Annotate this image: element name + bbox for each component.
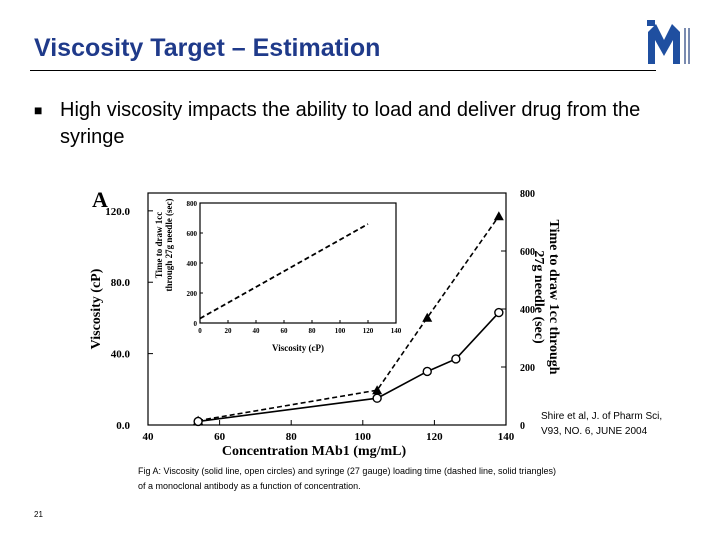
draw-time-point [422,312,433,322]
inset-y-tick-label: 600 [187,230,198,238]
y2-tick-label: 400 [520,305,535,316]
draw-time-point [372,385,383,395]
viscosity-point [451,354,461,364]
y-tick-label: 80.0 [111,277,131,289]
inset-y-axis-label-line2: through 27g needle (sec) [164,198,174,291]
y-tick-label: 120.0 [105,206,130,218]
x-axis-label: Concentration MAb1 (mg/mL) [222,444,407,459]
inset-x-tick-label: 140 [391,327,402,335]
inset-x-tick-label: 20 [225,327,233,335]
panel-label: A [92,187,108,212]
y2-tick-label: 200 [520,363,535,374]
y2-axis-label-line2: 27g needle (sec) [531,250,546,344]
inset-y-tick-label: 800 [187,200,198,208]
inset-y-axis-label-line1: Time to draw 1cc [154,212,164,279]
x-tick-label: 60 [214,431,226,443]
title-divider [30,70,656,71]
citation-line2: V93, NO. 6, JUNE 2004 [541,426,648,437]
inset-x-tick-label: 100 [335,327,346,335]
bullet-square-icon: ■ [34,102,43,118]
figure-caption: Fig A: Viscosity (solid line, open circl… [138,466,557,491]
x-tick-label: 120 [426,431,443,443]
y2-tick-label: 0 [520,421,525,432]
y-axis-label: Viscosity (cP) [89,268,104,349]
inset-x-tick-label: 80 [309,327,317,335]
viscosity-point [193,416,203,427]
x-tick-label: 140 [498,431,515,443]
x-tick-label: 80 [286,431,298,443]
citation-line1: Shire et al, J. of Pharm Sci, [541,411,663,422]
inset-x-axis-label: Viscosity (cP) [272,343,324,353]
inset-y-tick-label: 0 [194,320,198,328]
y-tick-label: 40.0 [111,349,131,361]
y2-tick-label: 800 [520,189,535,200]
viscosity-line [198,312,500,423]
bullet-point: ■ High viscosity impacts the ability to … [34,97,654,151]
draw-time-line [197,215,500,422]
inset-x-tick-label: 40 [253,327,261,335]
inset-x-tick-label: 0 [198,327,202,335]
viscosity-chart: A Viscosity (cP) Concentration MAb1 (mg/… [89,187,561,459]
company-logo-icon [647,20,690,64]
x-tick-label: 100 [355,431,372,443]
slide-title: Viscosity Target – Estimation [34,34,381,62]
viscosity-point [422,366,432,377]
inset-y-tick-label: 200 [187,290,198,298]
page-number: 21 [34,510,43,519]
inset-dashed-line [199,223,369,320]
viscosity-point [372,393,382,403]
inset-y-tick-label: 400 [187,260,198,268]
bullet-text: High viscosity impacts the ability to lo… [60,99,641,148]
y-tick-label: 0.0 [116,420,130,432]
y2-axis-label-line1: Time to draw 1cc through [546,219,561,374]
x-tick-label: 40 [143,431,155,443]
viscosity-point [494,307,504,318]
draw-time-point [493,211,504,221]
inset-x-tick-label: 60 [281,327,289,335]
citation: Shire et al, J. of Pharm Sci, V93, NO. 6… [541,409,711,439]
inset-x-tick-label: 120 [363,327,374,335]
y2-tick-label: 600 [520,247,535,258]
